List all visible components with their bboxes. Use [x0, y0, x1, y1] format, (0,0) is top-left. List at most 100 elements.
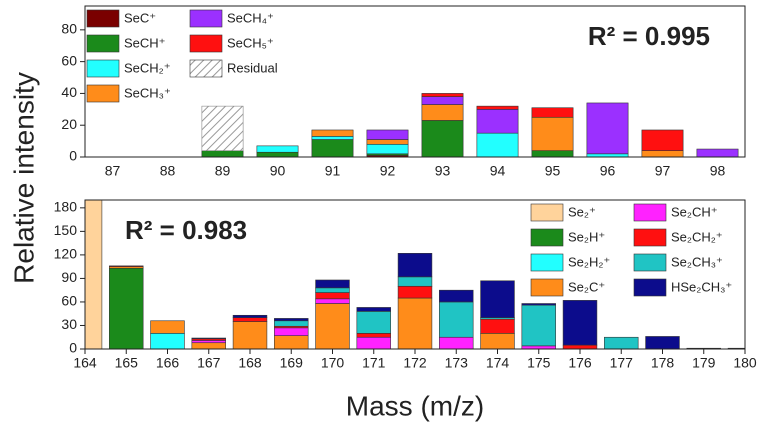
bar-segment — [476, 132, 519, 157]
bar-segment — [356, 307, 391, 312]
legend-swatch — [530, 203, 564, 222]
legend-swatch — [530, 278, 564, 297]
bar-segment — [604, 336, 639, 349]
y-tick-label: 150 — [54, 222, 78, 238]
x-tick-label: 88 — [160, 163, 176, 179]
legend-label: Se₂⁺ — [568, 204, 596, 219]
bar-segment — [85, 200, 103, 349]
bar-segment — [421, 96, 464, 105]
bar-segment — [521, 304, 556, 347]
legend-label: Se₂C⁺ — [568, 279, 605, 294]
bar-segment — [562, 344, 598, 349]
legend-swatch — [530, 228, 564, 247]
legend-swatch — [189, 9, 223, 28]
legend-swatch — [189, 34, 223, 53]
bar-segment — [274, 320, 309, 327]
legend-swatch — [86, 34, 120, 53]
bar-segment — [191, 340, 226, 344]
legend-label: SeCH⁺ — [124, 35, 166, 50]
x-tick-label: 170 — [321, 355, 345, 371]
x-tick-label: 180 — [733, 355, 757, 371]
bar-segment — [356, 336, 391, 349]
bar-segment — [480, 280, 515, 318]
annotation: R² = 0.983 — [125, 215, 247, 245]
bar-segment — [109, 267, 144, 349]
plot — [201, 93, 739, 157]
bar-segment — [641, 129, 684, 151]
x-tick-label: 92 — [380, 163, 396, 179]
plot-frame — [84, 199, 746, 350]
bar-segment — [311, 129, 354, 137]
bar-segment — [274, 335, 309, 349]
legend-label: SeCH₂⁺ — [124, 60, 171, 75]
x-tick-label: 165 — [115, 355, 139, 371]
bar-segment — [645, 336, 680, 349]
x-tick-label: 91 — [325, 163, 341, 179]
y-tick-label: 30 — [61, 316, 77, 332]
x-tick-label: 172 — [403, 355, 427, 371]
legend-swatch — [633, 228, 667, 247]
y-tick-label: 0 — [69, 148, 77, 164]
bar-segment — [256, 145, 299, 153]
y-tick-label: 0 — [69, 340, 77, 356]
legend-label: Se₂CH₃⁺ — [671, 254, 723, 269]
bar-segment — [274, 327, 309, 336]
bar-segment — [480, 318, 515, 334]
x-tick-label: 87 — [105, 163, 121, 179]
x-tick-label: 167 — [197, 355, 221, 371]
bar-segment — [531, 107, 574, 118]
bar-segment — [256, 151, 299, 157]
bar-segment — [315, 279, 350, 289]
x-axis-title: Mass (m/z) — [346, 390, 484, 421]
annotation: R² = 0.995 — [588, 21, 710, 51]
bar-segment — [521, 303, 556, 306]
y-tick-label: 60 — [61, 52, 77, 68]
bar-segment — [109, 265, 144, 267]
legend-label: HSe₂CH₃⁺ — [671, 279, 732, 294]
bar-segment — [476, 109, 519, 134]
x-tick-label: 166 — [156, 355, 180, 371]
bar-segment — [356, 311, 391, 334]
legend-label: SeCH₃⁺ — [124, 85, 171, 100]
legend-label: Residual — [227, 60, 278, 75]
bar-segment — [356, 333, 391, 338]
bar-segment — [397, 285, 433, 299]
bar-segment — [366, 139, 409, 145]
y-tick-label: 60 — [61, 293, 77, 309]
bar-segment — [150, 320, 185, 334]
bar-segment — [232, 317, 268, 322]
bar-segment — [315, 287, 350, 293]
y-tick-label: 20 — [61, 116, 77, 132]
bar-segment — [397, 276, 433, 287]
bar-segment — [315, 292, 350, 300]
x-tick-label: 97 — [655, 163, 671, 179]
bar-segment — [439, 289, 474, 303]
bar-segment — [480, 333, 515, 349]
x-tick-label: 178 — [651, 355, 675, 371]
bar-segment — [191, 337, 226, 340]
bar-segment — [366, 143, 409, 155]
bar-segment — [421, 120, 464, 157]
legend-swatch — [86, 59, 120, 78]
bar-segment — [397, 253, 433, 278]
legend-swatch — [633, 203, 667, 222]
bar-segment — [311, 139, 354, 157]
bar-segment — [274, 318, 309, 322]
x-tick-label: 175 — [527, 355, 551, 371]
bar-segment — [586, 102, 629, 155]
x-tick-label: 168 — [238, 355, 262, 371]
bar-segment — [641, 150, 684, 157]
x-tick-label: 169 — [280, 355, 304, 371]
bar-segment — [201, 105, 244, 151]
legend-swatch — [633, 278, 667, 297]
bar-segment — [531, 116, 574, 151]
legend-label: Se₂CH⁺ — [671, 204, 718, 219]
legend-label: Se₂CH₂⁺ — [671, 229, 723, 244]
x-tick-label: 176 — [568, 355, 592, 371]
legend-label: SeCH₄⁺ — [227, 10, 274, 25]
plot-frame — [84, 5, 746, 158]
bar-segment — [397, 297, 433, 349]
y-tick-label: 180 — [54, 199, 78, 215]
